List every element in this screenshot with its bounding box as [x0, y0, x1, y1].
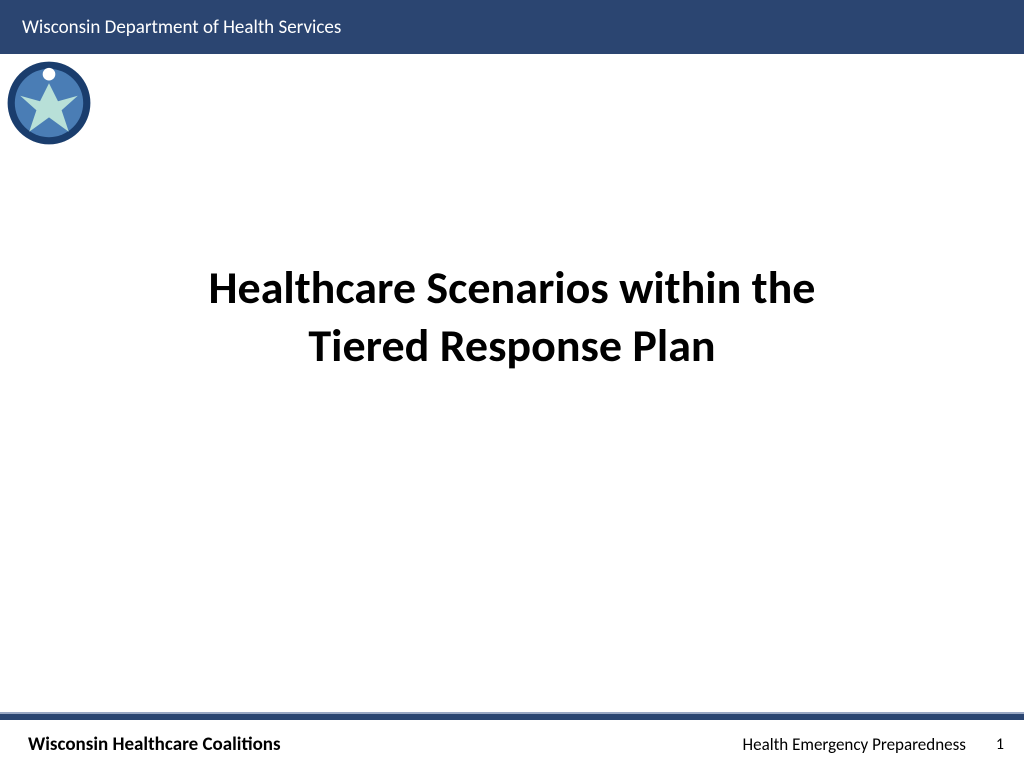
page-number: 1 — [996, 735, 1004, 754]
header-bar: Wisconsin Department of Health Services — [0, 0, 1024, 54]
slide-title: Healthcare Scenarios within the Tiered R… — [0, 260, 1024, 375]
footer-right-group: Health Emergency Preparedness 1 — [743, 734, 1004, 755]
footer-right-text: Health Emergency Preparedness — [743, 734, 966, 755]
title-line-2: Tiered Response Plan — [308, 318, 715, 374]
person-star-icon — [4, 58, 94, 148]
footer-left-text: Wisconsin Healthcare Coalitions — [28, 733, 281, 756]
header-organization: Wisconsin Department of Health Services — [22, 16, 341, 39]
dhs-logo — [4, 58, 94, 148]
footer: Wisconsin Healthcare Coalitions Health E… — [0, 720, 1024, 768]
title-line-1: Healthcare Scenarios within the — [209, 260, 816, 316]
footer-divider — [0, 712, 1024, 720]
